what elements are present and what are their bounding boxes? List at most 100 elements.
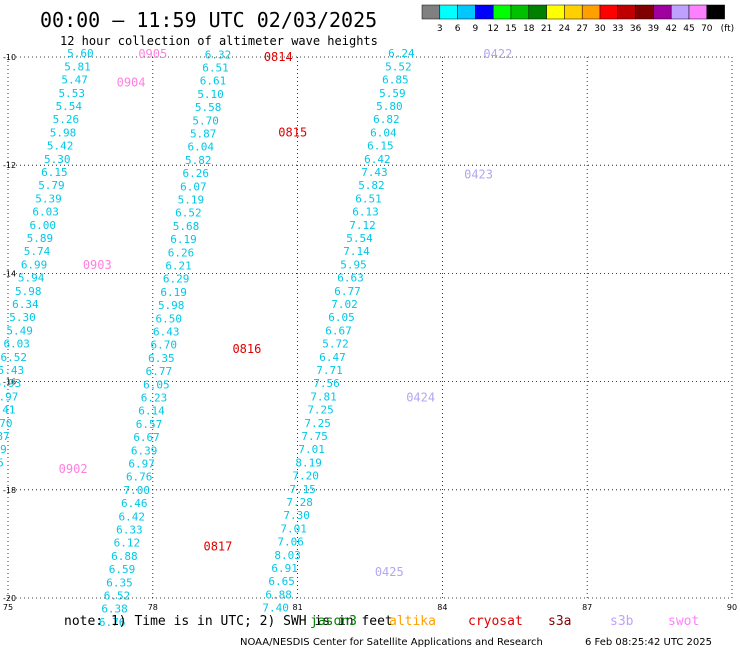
satellite-legend-item: swot bbox=[668, 614, 699, 629]
swh-value-label: 6.85 bbox=[382, 74, 409, 87]
x-tick-label: 84 bbox=[437, 603, 447, 612]
y-tick-label: -12 bbox=[3, 161, 16, 170]
swh-value-label: 6.46 bbox=[121, 497, 148, 510]
swh-value-label: 6.35 bbox=[148, 352, 175, 365]
x-tick-label: 75 bbox=[3, 603, 13, 612]
swh-value-label: 7.00 bbox=[123, 484, 150, 497]
swh-value-label: 7.40 bbox=[262, 602, 289, 615]
colorbar-legend: 3 6 9 12 15 18 21 24 27 30 33 36 39 42 45 70 (ft) bbox=[421, 4, 734, 34]
swh-value-label: 6.51 bbox=[202, 61, 229, 74]
swh-value-label: 6.91 bbox=[271, 562, 298, 575]
swh-value-label: 6.23 bbox=[141, 392, 168, 405]
swh-value-label: 5.82 bbox=[358, 179, 385, 192]
swh-value-label: 8.03 bbox=[274, 549, 301, 562]
swh-value-label: 5.47 bbox=[61, 74, 88, 87]
swh-value-label: 6.25 bbox=[0, 470, 1, 483]
pass-labels: 0905 0904 0903 0902 0814 0815 0816 0817 0422 0423… bbox=[59, 47, 513, 579]
swh-value-label: 6.61 bbox=[200, 75, 227, 88]
colorbar-swatch bbox=[670, 4, 690, 20]
swh-value-label: 6.63 bbox=[337, 272, 364, 285]
swh-value-label: 7.56 bbox=[313, 377, 340, 390]
swh-value-label: 5.97 bbox=[0, 390, 18, 403]
swh-value-label: 6.67 bbox=[133, 431, 160, 444]
colorbar-label: 39 bbox=[648, 24, 660, 34]
pass-label: 0816 bbox=[232, 342, 261, 356]
colorbar-label: 15 bbox=[505, 24, 516, 34]
pass-label: 0905 bbox=[138, 47, 167, 61]
swh-value-label: 5.80 bbox=[376, 100, 403, 113]
swh-value-label: 6.52 bbox=[175, 207, 202, 220]
satellite-legend-item: cryosat bbox=[468, 614, 523, 629]
x-tick-label: 81 bbox=[293, 603, 303, 612]
swh-value-label: 5.87 bbox=[0, 430, 10, 443]
swh-value-label: 6.77 bbox=[334, 285, 361, 298]
swh-value-label: 5.72 bbox=[322, 338, 349, 351]
swh-value-label: 7.15 bbox=[289, 483, 316, 496]
satellite-legend-item: jason3 bbox=[310, 614, 357, 629]
swh-value-label: 6.70 bbox=[151, 339, 178, 352]
colorbar-label: 21 bbox=[541, 24, 552, 34]
swh-value-label: 6.04 bbox=[187, 141, 214, 154]
swh-value-label: 6.97 bbox=[128, 458, 155, 471]
x-tick-label: 78 bbox=[148, 603, 158, 612]
swh-value-label: 6.04 bbox=[370, 126, 397, 139]
colorbar-swatch bbox=[706, 4, 725, 20]
colorbar-swatch bbox=[475, 4, 494, 20]
swh-value-label: 5.82 bbox=[185, 154, 212, 167]
colorbar-swatch bbox=[492, 4, 512, 20]
swh-value-label: 6.34 bbox=[12, 298, 39, 311]
swh-value-label: 6.42 bbox=[119, 510, 146, 523]
swh-value-label: 6.76 bbox=[126, 471, 153, 484]
swh-value-label: 6.88 bbox=[265, 588, 292, 601]
swh-value-label: 6.65 bbox=[268, 575, 295, 588]
swh-value-label: 6.05 bbox=[143, 378, 170, 391]
pass-label: 0902 bbox=[59, 462, 88, 476]
swh-value-label: 6.77 bbox=[146, 365, 173, 378]
swh-value-label: 6.29 bbox=[163, 273, 190, 286]
swh-value-label: 6.03 bbox=[32, 206, 59, 219]
y-tick-label: -18 bbox=[3, 486, 16, 495]
swh-value-label: 5.87 bbox=[190, 127, 217, 140]
pass-label: 0814 bbox=[264, 50, 293, 64]
colorbar-label: 9 bbox=[473, 24, 479, 34]
swh-value-label: 5.42 bbox=[47, 140, 74, 153]
swh-value-label: 5.54 bbox=[346, 232, 373, 245]
colorbar-label: 36 bbox=[630, 24, 642, 34]
swh-value-label: 5.93 bbox=[0, 377, 21, 390]
colorbar-label: 24 bbox=[559, 24, 571, 34]
swh-value-label: 7.25 bbox=[307, 404, 334, 417]
y-tick-label: -16 bbox=[3, 378, 16, 387]
swh-value-label: 7.02 bbox=[331, 298, 358, 311]
colorbar-swatch bbox=[635, 4, 654, 20]
swh-value-label: 5.54 bbox=[56, 100, 83, 113]
colorbar-swatch bbox=[510, 4, 530, 20]
colorbar-label: 45 bbox=[683, 24, 694, 34]
swh-value-label: 7.20 bbox=[292, 470, 319, 483]
colorbar-label: 3 bbox=[437, 24, 443, 34]
pass-label: 0815 bbox=[278, 126, 307, 140]
swh-value-label: 6.13 bbox=[352, 206, 379, 219]
swh-value-label: 5.58 bbox=[195, 101, 222, 114]
colorbar-swatch bbox=[688, 4, 708, 20]
swh-value-label: 6.35 bbox=[106, 576, 133, 589]
y-tick-label: -20 bbox=[3, 594, 16, 603]
swh-value-label: 6.42 bbox=[364, 153, 391, 166]
swh-value-label: 6.39 bbox=[131, 444, 158, 457]
x-tick-label: 87 bbox=[582, 603, 592, 612]
swh-value-label: 5.98 bbox=[158, 299, 185, 312]
swh-value-label: 5.30 bbox=[44, 153, 71, 166]
swh-value-label: 6.52 bbox=[1, 351, 28, 364]
satellite-legend-item: s3a bbox=[548, 614, 571, 629]
swh-value-label: 5.59 bbox=[379, 87, 406, 100]
swh-value-label: 7.14 bbox=[343, 245, 370, 258]
swh-value-label: 5.68 bbox=[173, 220, 200, 233]
colorbar-label: 30 bbox=[594, 24, 606, 34]
swh-value-label: 6.19 bbox=[160, 286, 187, 299]
colorbar-label: 18 bbox=[523, 24, 535, 34]
swh-value-label: 5.70 bbox=[192, 114, 219, 127]
plot-grid bbox=[7, 56, 733, 599]
swh-value-label: 7.01 bbox=[298, 443, 325, 456]
colorbar-label: 42 bbox=[665, 24, 676, 34]
swh-value-label: 6.26 bbox=[168, 246, 195, 259]
